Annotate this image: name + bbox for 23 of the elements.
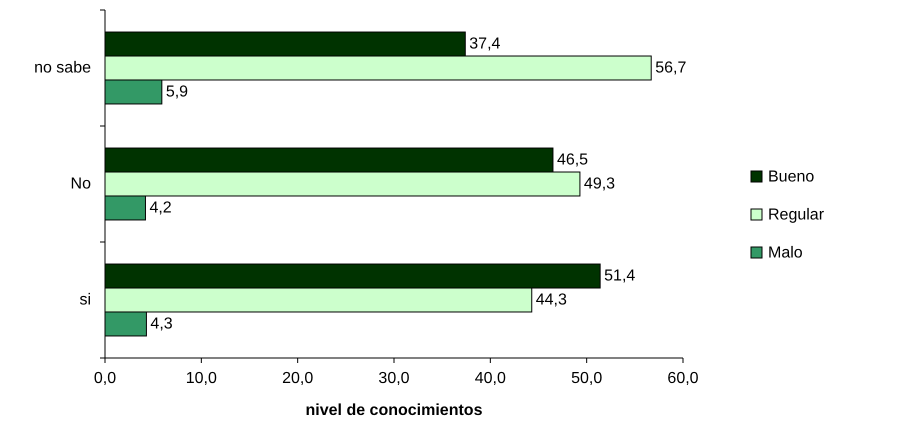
data-label: 4,2 (149, 199, 172, 216)
x-tick-label: 40,0 (474, 370, 506, 387)
data-label: 49,3 (584, 176, 616, 192)
data-label: 37,4 (469, 36, 501, 53)
y-tick-label: no sabe (34, 60, 92, 76)
data-label: 5,9 (166, 83, 188, 100)
data-label: 51,4 (604, 268, 636, 285)
x-tick-label: 20,0 (282, 370, 314, 387)
data-label: 46,5 (556, 152, 588, 169)
y-tick-label: si (79, 292, 91, 308)
x-tick-label: 0,0 (94, 370, 116, 387)
x-tick-label: 30,0 (378, 370, 410, 387)
x-tick-label: 60,0 (667, 370, 699, 387)
x-tick-label: 50,0 (571, 370, 602, 387)
x-tick-label: 10,0 (186, 370, 218, 387)
y-tick-label: No (70, 176, 92, 192)
data-label: 56,7 (655, 60, 686, 76)
data-label: 4,3 (150, 315, 173, 332)
legend-label: Regular (768, 206, 825, 224)
legend-label: Malo (768, 244, 803, 262)
data-label: 44,3 (536, 292, 567, 308)
legend-label: Bueno (768, 168, 814, 186)
x-axis-title: nivel de conocimientos (306, 402, 483, 419)
